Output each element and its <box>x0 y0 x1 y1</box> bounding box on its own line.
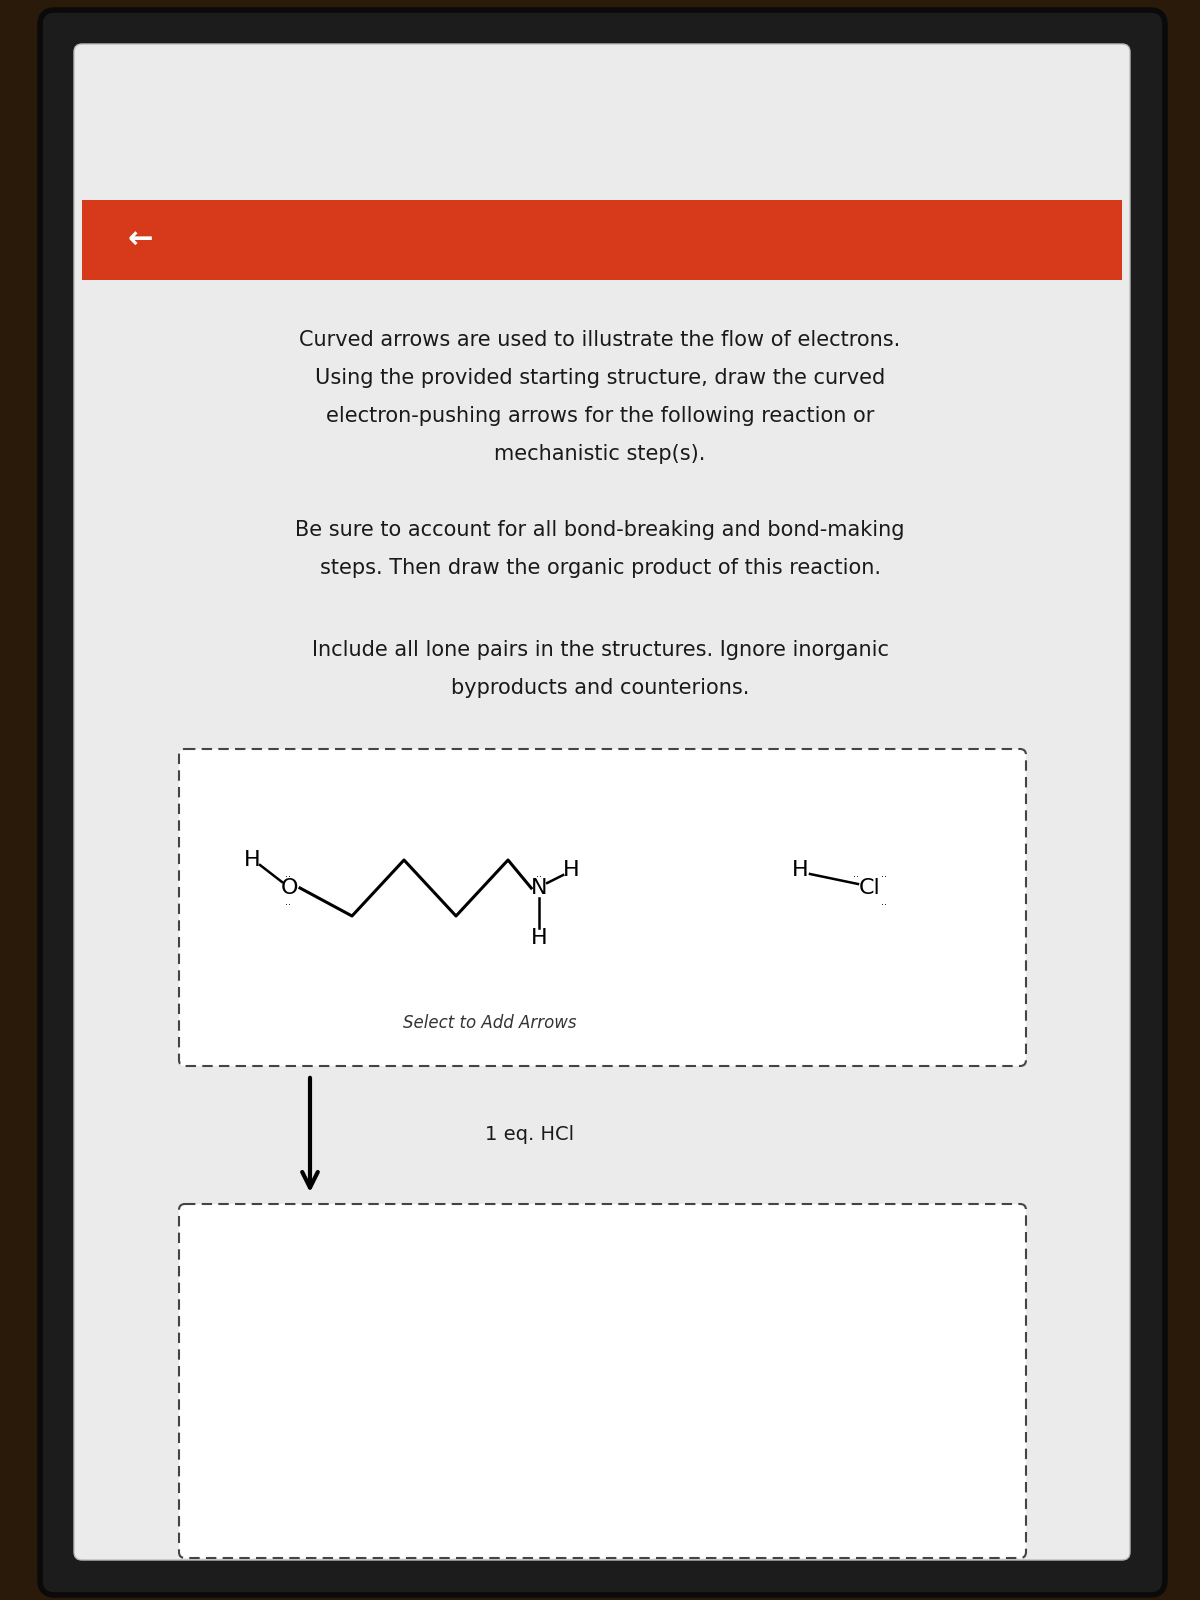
Text: N: N <box>530 878 547 898</box>
FancyBboxPatch shape <box>179 1203 1026 1558</box>
Text: Select to Add Arrows: Select to Add Arrows <box>403 1014 577 1032</box>
Text: 1 eq. HCl: 1 eq. HCl <box>486 1125 575 1144</box>
Text: H: H <box>244 850 260 870</box>
Text: ..: .. <box>286 898 292 907</box>
Text: Cl: Cl <box>859 878 881 898</box>
FancyBboxPatch shape <box>40 10 1165 1595</box>
Text: Be sure to account for all bond-breaking and bond-making: Be sure to account for all bond-breaking… <box>295 520 905 541</box>
Text: Include all lone pairs in the structures. Ignore inorganic: Include all lone pairs in the structures… <box>312 640 888 659</box>
Bar <box>82 200 1122 280</box>
Text: H: H <box>530 928 547 947</box>
Text: ..: .. <box>881 898 887 907</box>
FancyBboxPatch shape <box>179 749 1026 1066</box>
Text: H: H <box>792 861 809 880</box>
Text: ←: ← <box>127 226 152 254</box>
Text: electron-pushing arrows for the following reaction or: electron-pushing arrows for the followin… <box>326 406 874 426</box>
Text: O: O <box>281 878 299 898</box>
Text: H: H <box>563 861 580 880</box>
Text: ..: .. <box>286 869 292 878</box>
Text: ..: .. <box>853 869 859 878</box>
Text: mechanistic step(s).: mechanistic step(s). <box>494 443 706 464</box>
Text: byproducts and counterions.: byproducts and counterions. <box>451 678 749 698</box>
Text: Using the provided starting structure, draw the curved: Using the provided starting structure, d… <box>314 368 886 387</box>
Text: Curved arrows are used to illustrate the flow of electrons.: Curved arrows are used to illustrate the… <box>299 330 901 350</box>
Text: ..: .. <box>536 869 542 878</box>
Text: ..: .. <box>881 869 887 878</box>
FancyBboxPatch shape <box>74 43 1130 1560</box>
Text: steps. Then draw the organic product of this reaction.: steps. Then draw the organic product of … <box>319 558 881 578</box>
